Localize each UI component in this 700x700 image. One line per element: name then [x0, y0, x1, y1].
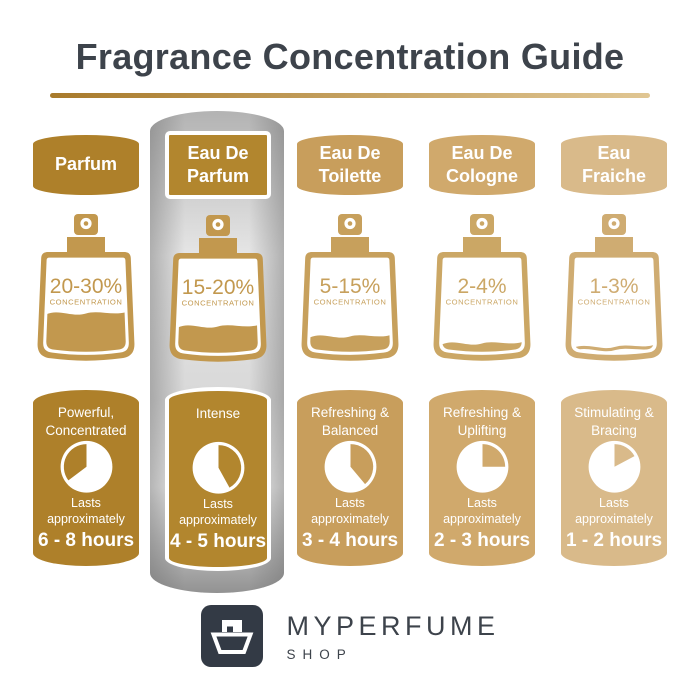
card-description: Stimulating & Bracing	[574, 405, 654, 438]
fragrance-type-name-line: Eau De	[451, 142, 513, 163]
card-description: Refreshing & Uplifting	[442, 405, 522, 438]
nozzle-dot	[215, 222, 221, 227]
nozzle-dot	[479, 221, 485, 226]
card-description: Refreshing & Balanced	[310, 405, 390, 438]
bottle-liquid	[178, 324, 258, 353]
spray-collar	[67, 237, 105, 252]
duration-card: Stimulating & Bracing Lasts approximatel…	[561, 390, 667, 566]
spray-collar	[595, 237, 633, 252]
duration-value: 1 - 2 hours	[565, 530, 663, 551]
clock-icon	[324, 440, 376, 493]
card-description: Intense	[195, 406, 241, 421]
concentration-value: 2-4%	[457, 275, 506, 298]
nozzle-dot	[347, 221, 353, 226]
perfume-bottle-icon: 1-3% CONCENTRATION	[565, 214, 663, 361]
lasts-label: Lasts approximately	[179, 496, 257, 527]
concentration-value: 5-15%	[320, 275, 381, 298]
duration-card: Refreshing & Balanced Lasts approximatel…	[297, 390, 403, 566]
fragrance-type-name-line: Toilette	[318, 166, 382, 186]
concentration-label: CONCENTRATION	[446, 298, 519, 307]
duration-card: Refreshing & Uplifting Lasts approximate…	[429, 390, 535, 566]
clock-icon	[456, 440, 508, 493]
fragrance-type-name-line: Eau De	[319, 142, 381, 163]
bottle-liquid	[574, 344, 654, 352]
fragrance-type-name-line: Parfum	[54, 154, 117, 175]
concentration-label: CONCENTRATION	[50, 298, 123, 307]
concentration-value: 1-3%	[589, 275, 638, 298]
spray-collar	[331, 237, 369, 252]
concentration-value: 15-20%	[182, 276, 254, 299]
page-title: Fragrance Concentration Guide	[75, 36, 625, 77]
nozzle-dot	[83, 221, 89, 226]
concentration-value: 20-30%	[50, 275, 122, 298]
clock-wedge	[614, 444, 635, 467]
fragrance-type-badge: Eau Fraiche	[561, 135, 667, 195]
duration-value: 6 - 8 hours	[37, 530, 135, 551]
clock-wedge	[63, 444, 86, 481]
concentration-label: CONCENTRATION	[314, 298, 387, 307]
fragrance-type-name-line: Parfum	[186, 166, 249, 186]
perfume-bottle-icon: 20-30% CONCENTRATION	[37, 214, 135, 361]
brand-name: MYPERFUME	[286, 610, 500, 641]
duration-value: 3 - 4 hours	[301, 530, 399, 551]
fragrance-type-name-line: Fraiche	[581, 166, 647, 186]
lasts-label: Lasts approximately	[575, 495, 653, 526]
fragrance-type-badge: Parfum	[33, 135, 139, 195]
title-underline	[50, 93, 650, 98]
clock-icon	[60, 440, 112, 493]
fragrance-column-parfum: Parfum 20-30% CONCENTRATION Powerful,	[20, 111, 152, 593]
brand-sub: SHOP	[286, 646, 353, 662]
lasts-label: Lasts approximately	[311, 495, 389, 526]
card-description: Powerful, Concentrated	[45, 405, 127, 438]
bottle-interior	[307, 257, 393, 355]
bottle-interior	[571, 257, 657, 355]
lasts-label: Lasts approximately	[47, 495, 125, 526]
clock-icon	[588, 440, 640, 493]
concentration-label: CONCENTRATION	[182, 299, 255, 308]
fragrance-type-name-line: Eau	[597, 142, 631, 163]
fragrance-type-name-line: Eau De	[187, 142, 249, 163]
brand-logo-icon	[201, 605, 264, 667]
fragrance-column-eau-de-cologne: Eau De Cologne 2-4% CONCENTRATION Refres…	[416, 111, 548, 593]
fragrance-column-eau-fraiche: Eau Fraiche 1-3% CONCENTRATION Stimulati…	[548, 111, 680, 593]
brand-logo: MYPERFUME SHOP	[0, 604, 700, 668]
clock-wedge	[482, 444, 505, 467]
clock-wedge	[350, 444, 373, 485]
perfume-bottle-icon: 5-15% CONCENTRATION	[301, 214, 399, 361]
duration-value: 4 - 5 hours	[169, 531, 267, 552]
columns-grid: Parfum 20-30% CONCENTRATION Powerful,	[20, 111, 680, 593]
concentration-label: CONCENTRATION	[578, 298, 651, 307]
fragrance-column-eau-de-parfum: Eau De Parfum 15-20% CONCENTRATION Inten…	[152, 111, 284, 593]
clock-wedge	[218, 445, 241, 488]
bottle-interior	[439, 257, 525, 355]
fragrance-type-name-line: Cologne	[446, 166, 518, 186]
duration-card: Powerful, Concentrated Lasts approximate…	[33, 390, 139, 566]
fragrance-type-badge: Eau De Toilette	[297, 135, 403, 195]
logo-cap-glyph	[222, 620, 243, 632]
bottle-liquid	[46, 311, 126, 352]
clock-icon	[192, 441, 244, 494]
lasts-label: Lasts approximately	[443, 495, 521, 526]
fragrance-type-badge: Eau De Parfum	[165, 131, 271, 199]
spray-collar	[463, 237, 501, 252]
fragrance-type-badge: Eau De Cologne	[429, 135, 535, 195]
nozzle-dot	[611, 221, 617, 226]
perfume-bottle-icon: 15-20% CONCENTRATION	[169, 215, 267, 362]
logo-vessel-glyph	[211, 632, 254, 654]
perfume-bottle-icon: 2-4% CONCENTRATION	[433, 214, 531, 361]
duration-card: Intense Lasts approximately 4 - 5 hours	[165, 387, 271, 571]
duration-value: 2 - 3 hours	[433, 530, 531, 551]
spray-collar	[199, 238, 237, 253]
fragrance-column-eau-de-toilette: Eau De Toilette 5-15% CONCENTRATION Refr…	[284, 111, 416, 593]
